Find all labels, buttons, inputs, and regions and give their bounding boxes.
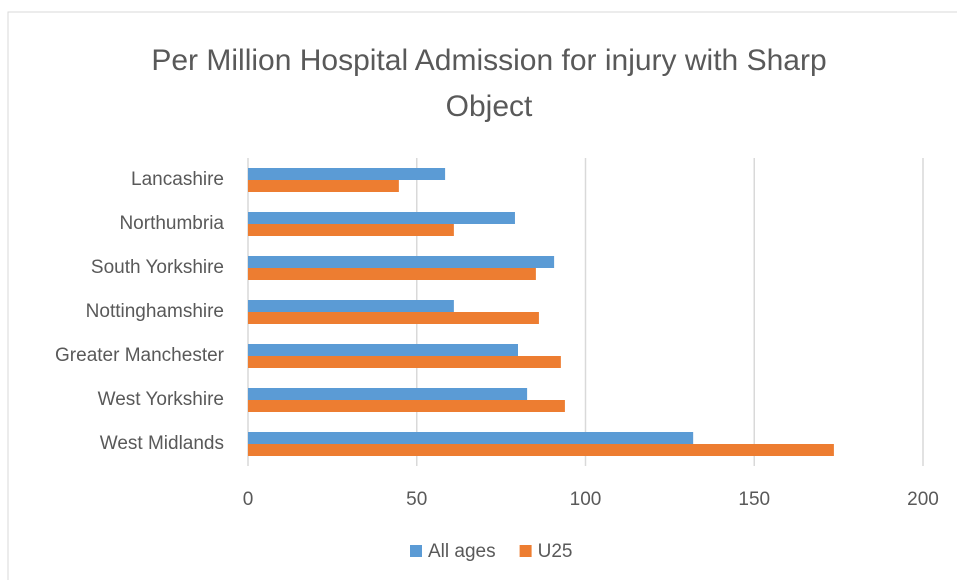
bar <box>248 300 454 312</box>
bar <box>248 268 536 280</box>
chart-title: Per Million Hospital Admission for injur… <box>151 44 827 123</box>
chart-border <box>7 11 957 580</box>
y-tick-label: West Midlands <box>100 433 224 454</box>
bar <box>248 168 446 180</box>
y-tick-label: Greater Manchester <box>55 345 225 366</box>
bar <box>248 212 515 224</box>
bar <box>248 344 518 356</box>
y-tick-label: Northumbria <box>119 213 224 234</box>
y-tick-label: West Yorkshire <box>98 389 224 410</box>
y-tick-label: Nottinghamshire <box>86 301 224 322</box>
legend-swatch <box>519 545 532 557</box>
bar <box>248 432 694 444</box>
y-tick-label: Lancashire <box>131 169 224 190</box>
bar <box>248 256 555 268</box>
bar <box>248 400 565 412</box>
bar <box>248 180 399 192</box>
legend-label: All ages <box>428 541 496 562</box>
bar <box>248 312 539 324</box>
x-tick-label: 50 <box>406 489 427 510</box>
bar <box>248 356 561 368</box>
legend-label: U25 <box>538 541 573 562</box>
legend-swatch <box>410 545 422 557</box>
bar <box>248 444 834 456</box>
x-tick-label: 0 <box>243 489 254 510</box>
bar <box>248 224 454 236</box>
bar <box>248 388 528 400</box>
y-tick-label: South Yorkshire <box>91 257 224 278</box>
x-tick-label: 150 <box>738 489 770 510</box>
x-tick-label: 100 <box>570 489 602 510</box>
x-tick-label: 200 <box>907 489 939 510</box>
